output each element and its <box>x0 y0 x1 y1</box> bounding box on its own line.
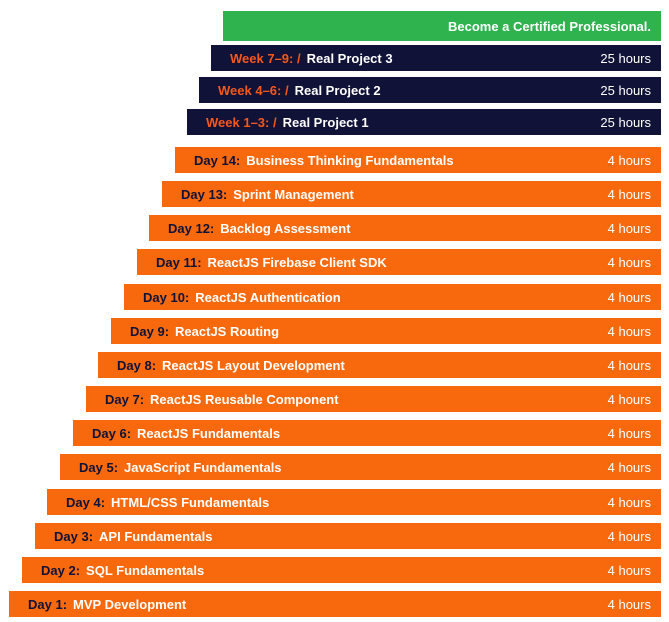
day-title: ReactJS Fundamentals <box>137 425 281 441</box>
week-row: Week 4–6: / Real Project 2 25 hours <box>199 77 661 103</box>
day-hours: 4 hours <box>607 152 651 168</box>
day-number-label: Day 14: <box>194 152 241 168</box>
day-title: Business Thinking Fundamentals <box>246 152 454 168</box>
day-row: Day 14: Business Thinking Fundamentals 4… <box>175 147 661 173</box>
day-hours: 4 hours <box>607 186 651 202</box>
day-title: ReactJS Reusable Component <box>150 391 339 407</box>
week-range-label: Week 1–3: / <box>206 114 277 130</box>
week-title: Real Project 1 <box>282 114 369 130</box>
day-hours: 4 hours <box>607 459 651 475</box>
day-row: Day 3: API Fundamentals 4 hours <box>35 523 661 549</box>
day-title: ReactJS Layout Development <box>162 357 345 373</box>
week-title: Real Project 3 <box>306 50 393 66</box>
week-row: Week 1–3: / Real Project 1 25 hours <box>187 109 661 135</box>
day-row: Day 13: Sprint Management 4 hours <box>162 181 661 207</box>
day-number-label: Day 6: <box>92 425 132 441</box>
day-title: JavaScript Fundamentals <box>124 459 282 475</box>
day-number-label: Day 5: <box>79 459 119 475</box>
week-row: Week 7–9: / Real Project 3 25 hours <box>211 45 661 71</box>
week-hours: 25 hours <box>600 50 651 66</box>
day-row: Day 11: ReactJS Firebase Client SDK 4 ho… <box>137 249 661 275</box>
week-title: Real Project 2 <box>294 82 381 98</box>
day-hours: 4 hours <box>607 289 651 305</box>
day-number-label: Day 10: <box>143 289 190 305</box>
day-number-label: Day 4: <box>66 494 106 510</box>
day-hours: 4 hours <box>607 220 651 236</box>
day-row: Day 12: Backlog Assessment 4 hours <box>149 215 661 241</box>
day-number-label: Day 13: <box>181 186 228 202</box>
day-hours: 4 hours <box>607 357 651 373</box>
day-row: Day 1: MVP Development 4 hours <box>9 591 661 617</box>
day-row: Day 10: ReactJS Authentication 4 hours <box>124 284 661 310</box>
day-number-label: Day 7: <box>105 391 145 407</box>
day-title: Backlog Assessment <box>220 220 351 236</box>
day-row: Day 2: SQL Fundamentals 4 hours <box>22 557 661 583</box>
day-row: Day 9: ReactJS Routing 4 hours <box>111 318 661 344</box>
day-hours: 4 hours <box>607 494 651 510</box>
day-number-label: Day 9: <box>130 323 170 339</box>
day-number-label: Day 12: <box>168 220 215 236</box>
day-row: Day 4: HTML/CSS Fundamentals 4 hours <box>47 489 661 515</box>
day-hours: 4 hours <box>607 391 651 407</box>
day-row: Day 7: ReactJS Reusable Component 4 hour… <box>86 386 661 412</box>
day-number-label: Day 1: <box>28 596 68 612</box>
day-title: API Fundamentals <box>99 528 213 544</box>
certified-professional-label: Become a Certified Professional. <box>447 18 651 34</box>
day-title: ReactJS Authentication <box>195 289 341 305</box>
day-title: ReactJS Routing <box>175 323 280 339</box>
day-title: MVP Development <box>73 596 187 612</box>
day-row: Day 5: JavaScript Fundamentals 4 hours <box>60 454 661 480</box>
day-hours: 4 hours <box>607 528 651 544</box>
day-hours: 4 hours <box>607 562 651 578</box>
day-hours: 4 hours <box>607 425 651 441</box>
day-title: SQL Fundamentals <box>86 562 205 578</box>
day-hours: 4 hours <box>607 323 651 339</box>
day-row: Day 8: ReactJS Layout Development 4 hour… <box>98 352 661 378</box>
day-number-label: Day 3: <box>54 528 94 544</box>
day-title: HTML/CSS Fundamentals <box>111 494 270 510</box>
day-hours: 4 hours <box>607 254 651 270</box>
day-title: Sprint Management <box>233 186 354 202</box>
day-number-label: Day 2: <box>41 562 81 578</box>
week-hours: 25 hours <box>600 82 651 98</box>
week-range-label: Week 7–9: / <box>230 50 301 66</box>
week-hours: 25 hours <box>600 114 651 130</box>
day-number-label: Day 8: <box>117 357 157 373</box>
day-number-label: Day 11: <box>156 254 202 270</box>
day-row: Day 6: ReactJS Fundamentals 4 hours <box>73 420 661 446</box>
week-range-label: Week 4–6: / <box>218 82 289 98</box>
certified-professional-bar: Become a Certified Professional. <box>223 11 661 41</box>
day-title: ReactJS Firebase Client SDK <box>207 254 387 270</box>
day-hours: 4 hours <box>607 596 651 612</box>
